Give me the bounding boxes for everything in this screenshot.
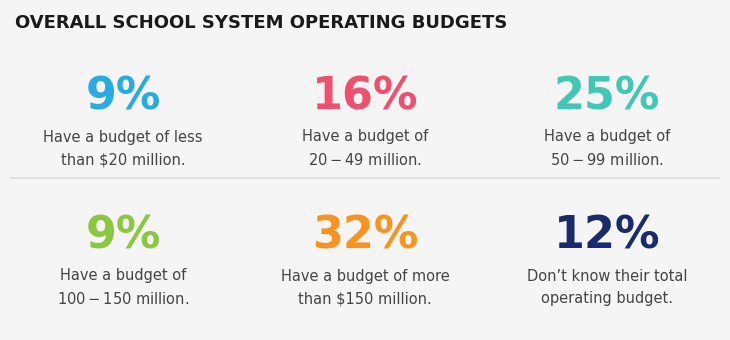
Text: 9%: 9% bbox=[85, 215, 161, 258]
Text: 12%: 12% bbox=[553, 215, 660, 258]
Text: Have a budget of
$100-$150 million.: Have a budget of $100-$150 million. bbox=[57, 268, 189, 307]
Text: 9%: 9% bbox=[85, 75, 161, 119]
Text: Have a budget of
$50-$99 million.: Have a budget of $50-$99 million. bbox=[544, 129, 670, 168]
Text: 25%: 25% bbox=[553, 75, 660, 119]
Text: OVERALL SCHOOL SYSTEM OPERATING BUDGETS: OVERALL SCHOOL SYSTEM OPERATING BUDGETS bbox=[15, 14, 507, 32]
Text: Have a budget of more
than $150 million.: Have a budget of more than $150 million. bbox=[280, 269, 450, 306]
Text: Have a budget of
$20-$49 million.: Have a budget of $20-$49 million. bbox=[302, 129, 428, 168]
Text: 16%: 16% bbox=[312, 75, 418, 119]
Text: Don’t know their total
operating budget.: Don’t know their total operating budget. bbox=[526, 269, 687, 306]
Text: 32%: 32% bbox=[312, 215, 418, 258]
Text: Have a budget of less
than $20 million.: Have a budget of less than $20 million. bbox=[44, 130, 203, 167]
